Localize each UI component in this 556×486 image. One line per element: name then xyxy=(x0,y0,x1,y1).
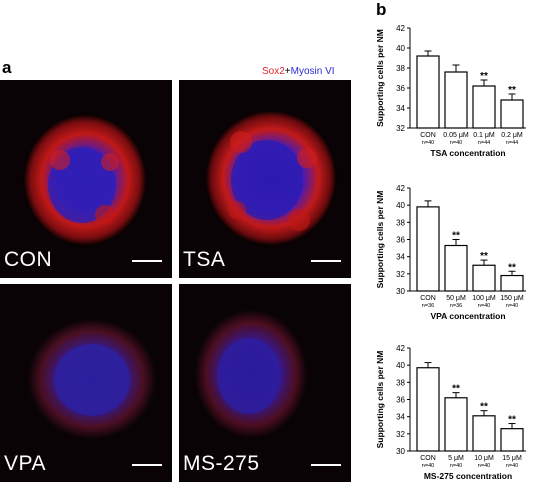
y-tick-label: 30 xyxy=(396,447,405,456)
y-axis-title: Supporting cells per NM xyxy=(375,29,385,127)
bar xyxy=(472,415,496,452)
micrograph-ms275: MS-275 xyxy=(179,284,351,482)
bar xyxy=(500,274,524,292)
chart-tsa: 32 34 36 38 40 42 Supporting cells per NM CON n=… xyxy=(372,14,556,164)
n-label: n=40 xyxy=(506,303,518,309)
chart-vpa-svg: 30 32 34 36 38 40 42 Supporting cells per NM CON… xyxy=(375,184,526,321)
y-tick-label: 36 xyxy=(396,84,405,93)
bar xyxy=(500,99,524,129)
x-axis-title: VPA concentration xyxy=(430,311,505,321)
x-tick-label: 5 μM xyxy=(448,455,464,462)
significance-marker: ** xyxy=(480,71,488,82)
bar xyxy=(416,367,440,452)
x-axis-title: MS-275 concentration xyxy=(424,471,512,481)
significance-marker: ** xyxy=(508,262,516,273)
significance-marker: ** xyxy=(480,251,488,262)
bar xyxy=(500,428,524,452)
micrograph-ms275-image xyxy=(179,284,351,482)
n-label: n=40 xyxy=(422,463,434,469)
bar xyxy=(444,244,468,292)
n-label: n=40 xyxy=(478,463,490,469)
y-tick-label: 40 xyxy=(396,44,405,53)
n-label: n=36 xyxy=(450,303,462,309)
micrograph-tsa-label: TSA xyxy=(183,248,226,271)
n-label: n=44 xyxy=(478,140,490,146)
x-tick-label: 10 μM xyxy=(474,455,494,462)
x-tick-label: CON xyxy=(420,295,436,302)
y-tick-label: 40 xyxy=(396,361,405,370)
y-tick-label: 42 xyxy=(396,344,405,353)
bar xyxy=(472,264,496,292)
x-tick-label: 100 μM xyxy=(472,295,496,302)
y-axis-title: Supporting cells per NM xyxy=(375,351,385,449)
micrograph-ms275-label: MS-275 xyxy=(183,452,260,475)
y-tick-label: 42 xyxy=(396,24,405,33)
legend-plus: + xyxy=(284,66,291,77)
y-tick-label: 38 xyxy=(396,64,405,73)
n-label: n=40 xyxy=(422,140,434,146)
n-label: n=40 xyxy=(506,463,518,469)
micrograph-con-image xyxy=(0,80,172,278)
n-label: n=40 xyxy=(450,463,462,469)
panel-a-letter: a xyxy=(2,58,12,77)
chart-ms275-svg: 30 32 34 36 38 40 42 Supporting cells per NM CON… xyxy=(375,344,526,481)
y-tick-label: 40 xyxy=(396,201,405,210)
n-label: n=36 xyxy=(422,303,434,309)
micrograph-con: CON xyxy=(0,80,172,278)
y-tick-label: 34 xyxy=(396,413,405,422)
micrograph-vpa-label: VPA xyxy=(4,452,46,475)
chart-vpa: 30 32 34 36 38 40 42 Supporting cells per NM CON… xyxy=(372,174,556,328)
n-label: n=40 xyxy=(450,140,462,146)
x-tick-label: 0.1 μM xyxy=(473,132,495,139)
y-tick-label: 36 xyxy=(396,236,405,245)
scale-bar xyxy=(132,464,162,466)
panel-b-letter: b xyxy=(376,0,387,19)
significance-marker: ** xyxy=(508,415,516,426)
bar xyxy=(444,71,468,129)
y-tick-label: 38 xyxy=(396,218,405,227)
y-tick-label: 42 xyxy=(396,184,405,193)
y-tick-label: 34 xyxy=(396,104,405,113)
y-tick-label: 32 xyxy=(396,430,405,439)
scale-bar xyxy=(311,260,341,262)
bar xyxy=(444,397,468,452)
y-tick-label: 36 xyxy=(396,396,405,405)
stain-legend: Sox2+Myosin VI xyxy=(262,66,335,77)
micrograph-vpa: VPA xyxy=(0,284,172,482)
micrograph-vpa-image xyxy=(0,284,172,482)
x-tick-label: CON xyxy=(420,455,436,462)
scale-bar xyxy=(132,260,162,262)
n-label: n=44 xyxy=(506,140,518,146)
x-tick-label: 0.05 μM xyxy=(443,132,469,139)
scale-bar xyxy=(311,464,341,466)
n-label: n=40 xyxy=(478,303,490,309)
micrograph-tsa-image xyxy=(179,80,351,278)
y-tick-label: 32 xyxy=(396,124,405,133)
x-axis-title: TSA concentration xyxy=(430,148,505,158)
chart-ms275: 30 32 34 36 38 40 42 Supporting cells per NM CON… xyxy=(372,334,556,486)
significance-marker: ** xyxy=(452,384,460,395)
y-tick-label: 38 xyxy=(396,378,405,387)
significance-marker: ** xyxy=(508,85,516,96)
micrograph-con-label: CON xyxy=(4,248,53,271)
significance-marker: ** xyxy=(480,402,488,413)
y-tick-label: 32 xyxy=(396,270,405,279)
x-tick-label: 0.2 μM xyxy=(501,132,523,139)
x-tick-label: 15 μM xyxy=(502,455,522,462)
x-tick-label: 150 μM xyxy=(500,295,524,302)
x-tick-label: CON xyxy=(420,132,436,139)
y-tick-label: 34 xyxy=(396,253,405,262)
micrograph-tsa: TSA xyxy=(179,80,351,278)
bar xyxy=(416,55,440,129)
y-tick-label: 30 xyxy=(396,287,405,296)
significance-marker: ** xyxy=(452,231,460,242)
legend-sox2: Sox2 xyxy=(262,66,285,77)
bar xyxy=(472,85,496,129)
bar xyxy=(416,206,440,292)
y-axis-title: Supporting cells per NM xyxy=(375,191,385,289)
legend-myosin: Myosin VI xyxy=(290,66,335,77)
x-tick-label: 50 μM xyxy=(446,295,466,302)
